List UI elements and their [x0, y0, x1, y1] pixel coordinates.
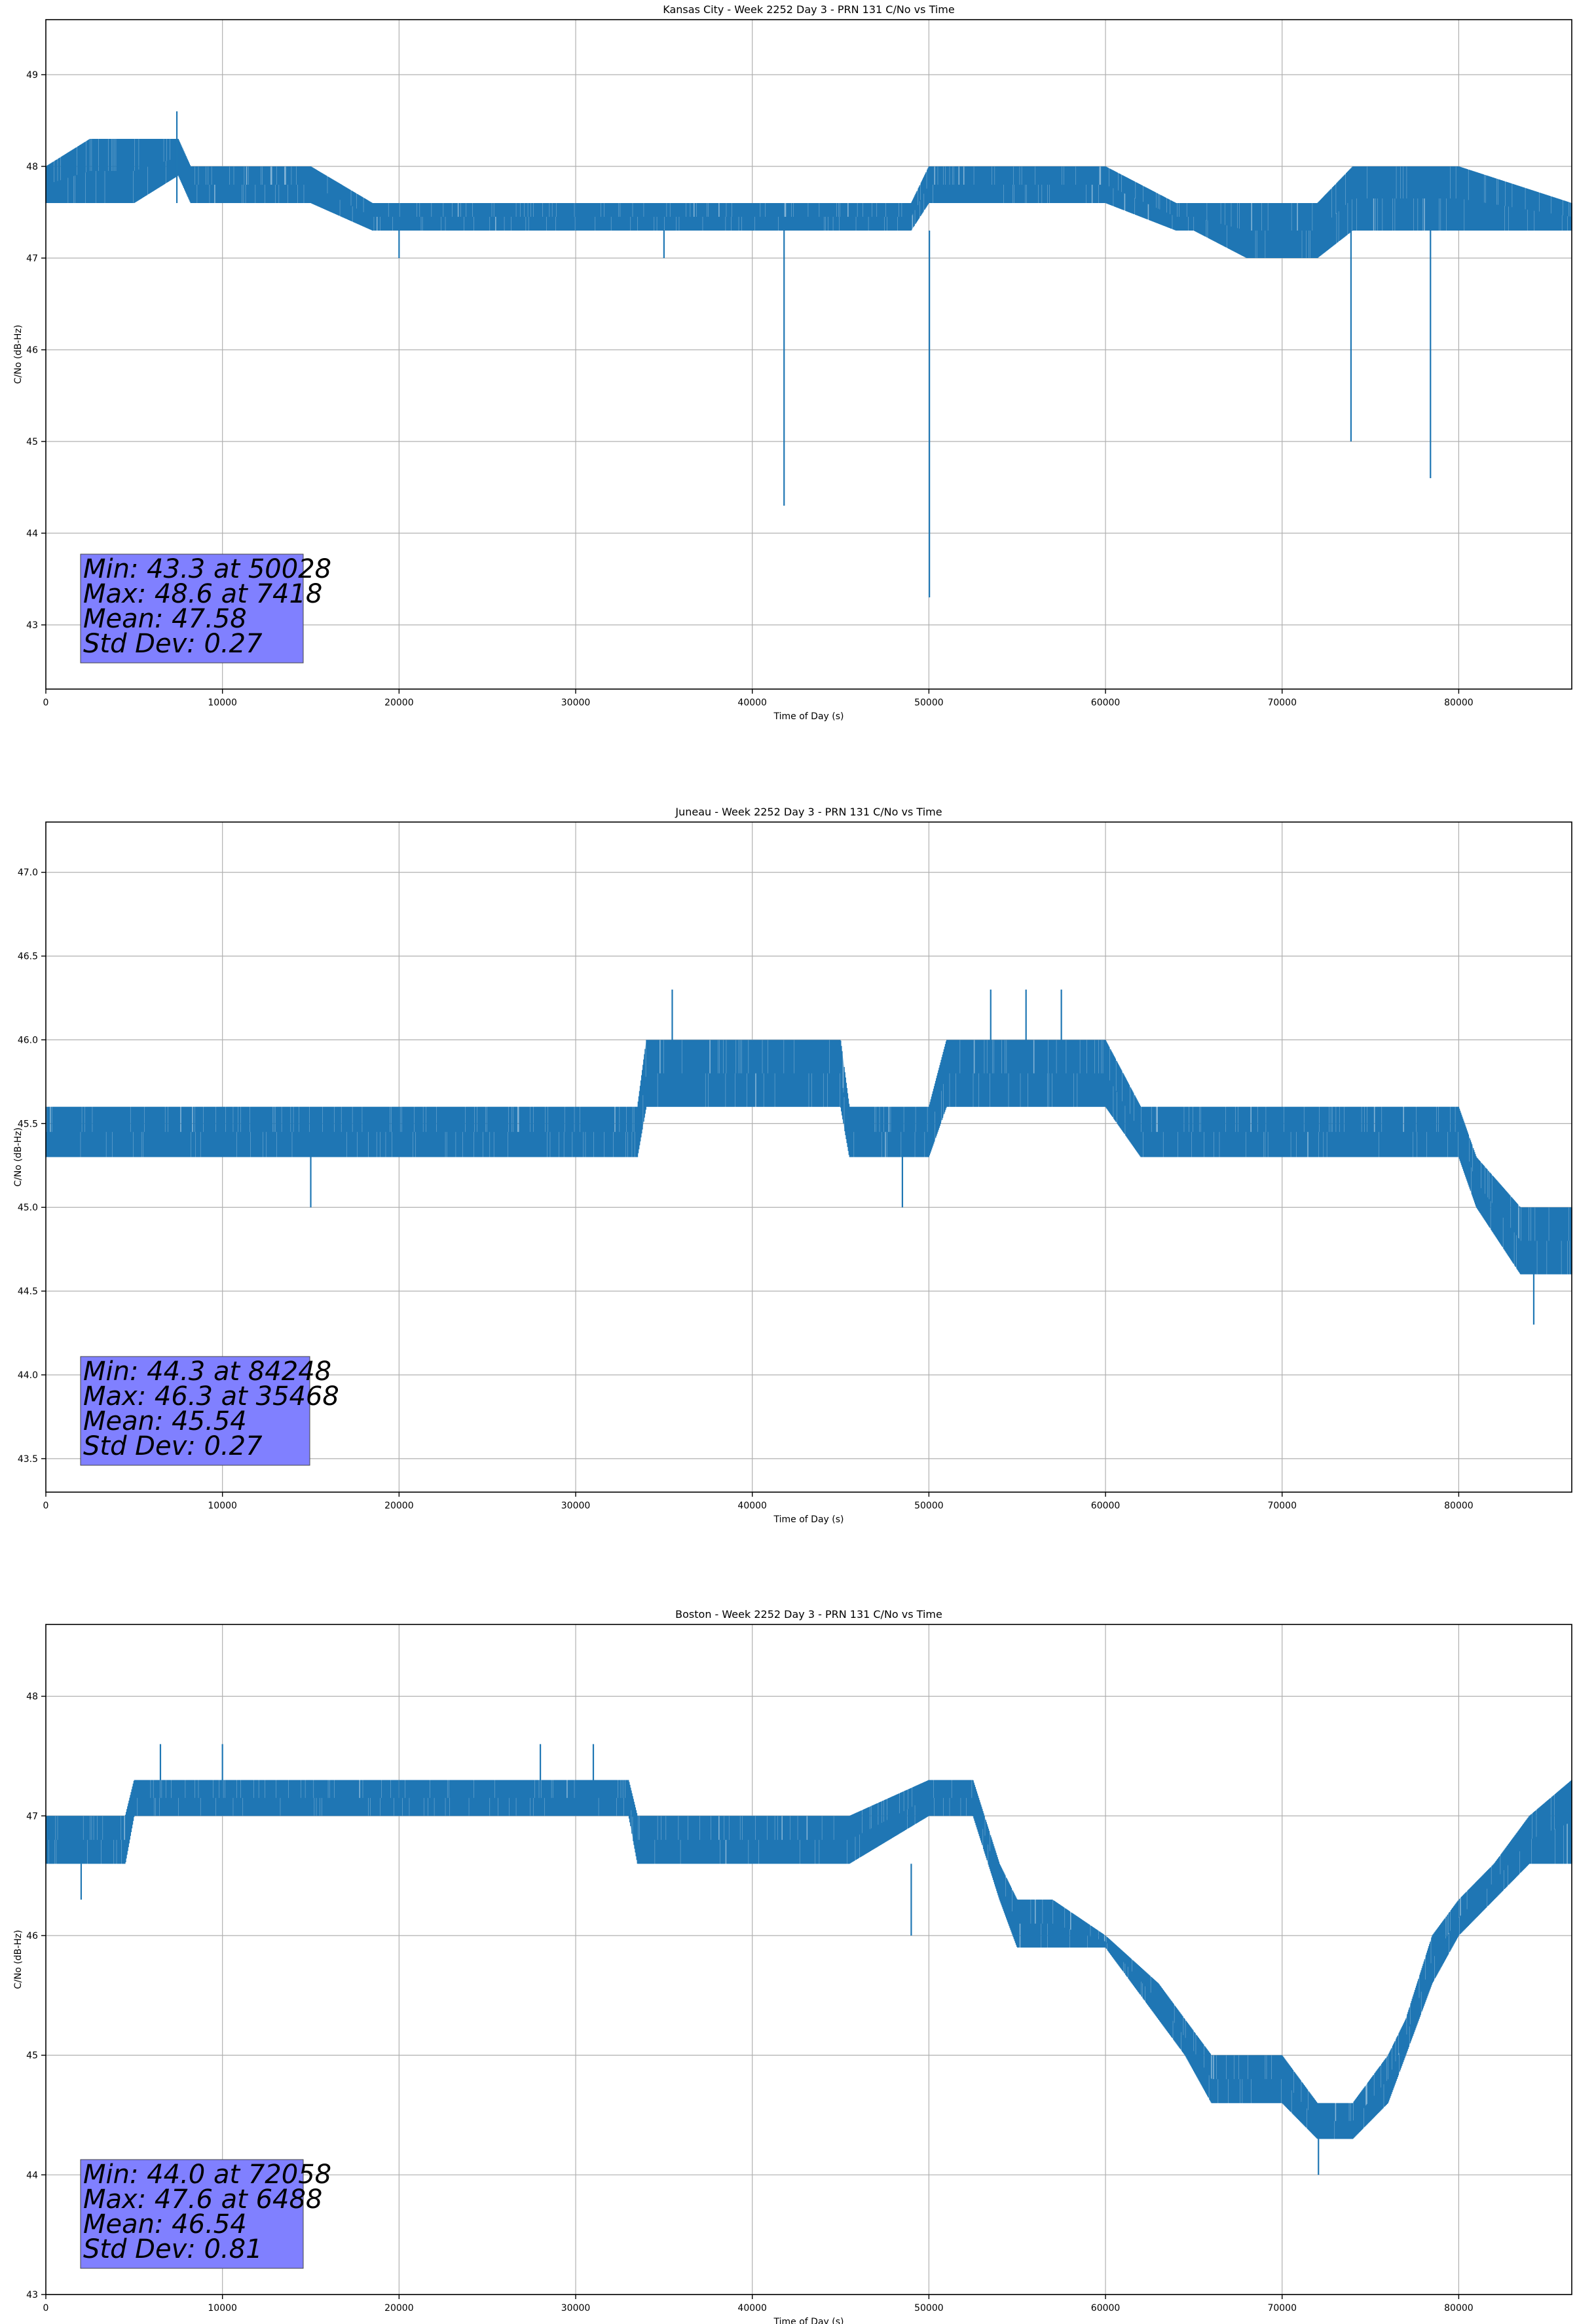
y-tick-label: 49 — [26, 70, 38, 81]
x-tick-label: 30000 — [561, 698, 591, 708]
stats-line: Min: 43.3 at 50028 — [83, 554, 331, 584]
y-axis-label: C/No (dB-Hz) — [13, 1127, 24, 1186]
y-tick-label: 45 — [26, 2051, 38, 2061]
stats-box-background — [80, 553, 304, 664]
y-axis-label: C/No (dB-Hz) — [13, 1930, 24, 1989]
stats-box-background — [80, 2159, 304, 2269]
x-tick-label: 10000 — [208, 1501, 237, 1511]
y-tick-label: 46.5 — [18, 952, 38, 962]
y-tick-label: 43.5 — [18, 1454, 38, 1465]
series-cno — [45, 989, 1572, 1325]
series-band — [46, 139, 1572, 258]
x-axis-label: Time of Day (s) — [773, 1514, 844, 1525]
axes-frame — [45, 1624, 1572, 2295]
y-tick-label: 44.0 — [18, 1370, 38, 1381]
x-tick-label: 20000 — [384, 2303, 414, 2314]
x-tick-label: 30000 — [561, 1501, 591, 1511]
series-band — [46, 1780, 1572, 2139]
x-tick-label: 50000 — [914, 698, 944, 708]
stats-line: Mean: 47.58 — [83, 604, 247, 634]
x-tick-label: 40000 — [737, 1501, 767, 1511]
x-tick-label: 60000 — [1091, 1501, 1121, 1511]
x-tick-label: 40000 — [737, 2303, 767, 2314]
y-tick-label: 44 — [26, 2170, 38, 2181]
y-tick-label: 47 — [26, 253, 38, 264]
stats-line: Std Dev: 0.27 — [83, 1431, 263, 1461]
axes-frame — [45, 19, 1572, 690]
x-axis-label: Time of Day (s) — [773, 2317, 844, 2324]
stats-line: Mean: 46.54 — [83, 2209, 247, 2240]
chart-panel-3: 0 10000 20000 30000 40000 50000 60000 70000 8000… — [13, 1608, 1572, 2324]
y-tick-label: 47 — [26, 1811, 38, 1822]
x-tick-label: 60000 — [1091, 698, 1121, 708]
x-tick-label: 10000 — [208, 2303, 237, 2314]
stats-line: Min: 44.3 at 84248 — [83, 1357, 331, 1387]
y-tick-label: 44.5 — [18, 1286, 38, 1297]
stats-line: Max: 47.6 at 6488 — [83, 2184, 322, 2215]
x-tick-label: 70000 — [1267, 1501, 1297, 1511]
x-tick-label: 50000 — [914, 1501, 944, 1511]
y-tick-label: 48 — [26, 162, 38, 172]
stats-line: Max: 48.6 at 7418 — [83, 579, 322, 609]
stats-line: Std Dev: 0.27 — [83, 629, 263, 659]
series-band — [46, 1040, 1572, 1275]
x-tick-label: 70000 — [1267, 698, 1297, 708]
chart-title: Boston - Week 2252 Day 3 - PRN 131 C/No … — [675, 1608, 942, 1621]
y-tick-label: 45 — [26, 437, 38, 447]
stats-line: Max: 46.3 at 35468 — [83, 1381, 339, 1412]
x-tick-label: 60000 — [1091, 2303, 1121, 2314]
x-tick-label: 40000 — [737, 698, 767, 708]
chart-panel-1: 0 10000 20000 30000 40000 50000 60000 70000 8000… — [13, 3, 1572, 722]
x-tick-label: 30000 — [561, 2303, 591, 2314]
x-tick-label: 20000 — [384, 1501, 414, 1511]
y-tick-label: 48 — [26, 1692, 38, 1702]
y-tick-label: 45.0 — [18, 1203, 38, 1213]
x-tick-label: 50000 — [914, 2303, 944, 2314]
y-axis-label: C/No (dB-Hz) — [13, 325, 24, 384]
y-tick-label: 47.0 — [18, 868, 38, 878]
x-tick-label: 80000 — [1444, 2303, 1474, 2314]
y-tick-label: 45.5 — [18, 1119, 38, 1129]
stats-box-background — [80, 1356, 310, 1466]
y-tick-label: 43 — [26, 620, 38, 631]
axes-frame — [45, 821, 1572, 1493]
y-tick-label: 46 — [26, 1931, 38, 1941]
x-tick-label: 20000 — [384, 698, 414, 708]
chart-panel-2: 0 10000 20000 30000 40000 50000 60000 70000 8000… — [13, 806, 1572, 1525]
y-tick-label: 46.0 — [18, 1035, 38, 1045]
chart-title: Juneau - Week 2252 Day 3 - PRN 131 C/No … — [675, 806, 942, 818]
stats-line: Min: 44.0 at 72058 — [83, 2160, 331, 2190]
x-tick-label: 80000 — [1444, 1501, 1474, 1511]
series-cno — [45, 1744, 1572, 2175]
x-tick-label: 10000 — [208, 698, 237, 708]
stats-line: Mean: 45.54 — [83, 1406, 247, 1436]
x-tick-label: 70000 — [1267, 2303, 1297, 2314]
x-axis-label: Time of Day (s) — [773, 711, 844, 722]
x-tick-label: 0 — [43, 1501, 49, 1511]
stats-line: Std Dev: 0.81 — [83, 2234, 263, 2264]
series-cno — [45, 111, 1572, 597]
y-tick-label: 44 — [26, 529, 38, 539]
y-tick-label: 43 — [26, 2290, 38, 2300]
x-tick-label: 0 — [43, 698, 49, 708]
x-tick-label: 80000 — [1444, 698, 1474, 708]
chart-title: Kansas City - Week 2252 Day 3 - PRN 131 … — [663, 3, 954, 16]
y-tick-label: 46 — [26, 345, 38, 356]
x-tick-label: 0 — [43, 2303, 49, 2314]
